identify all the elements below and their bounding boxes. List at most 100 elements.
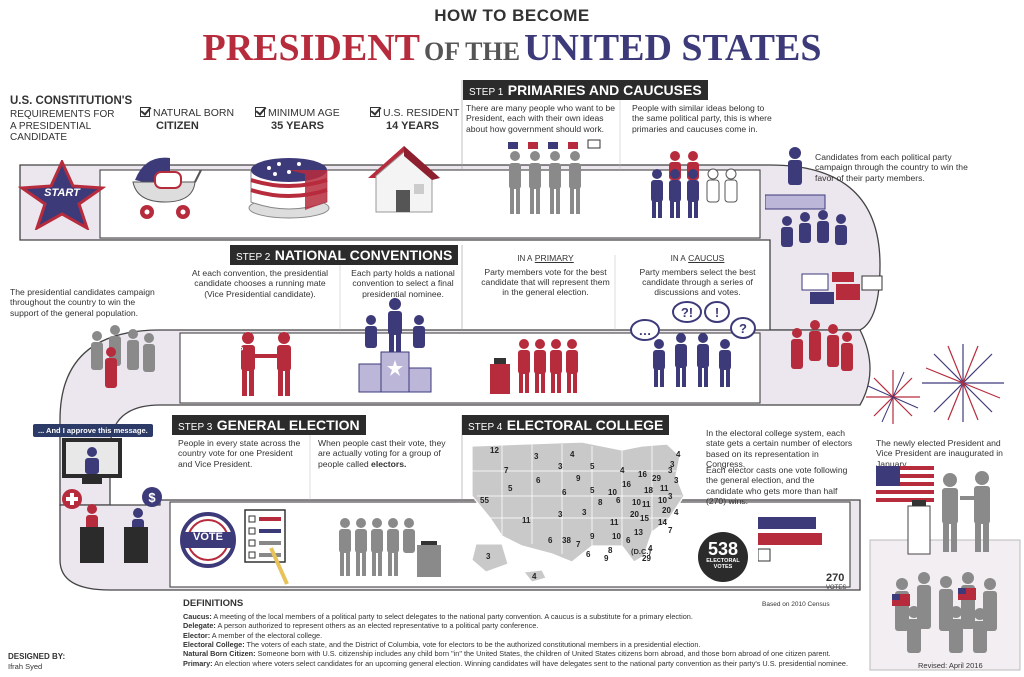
primary-voters-icon <box>490 339 578 394</box>
state-electoral-number: 4 <box>674 508 679 517</box>
step3-text-a: People in every state across the country… <box>178 438 301 469</box>
debate-icon: $ <box>62 487 162 563</box>
party-groups-icon <box>651 151 738 218</box>
state-electoral-number: 11 <box>660 484 669 493</box>
vote-button-label: VOTE <box>193 531 223 543</box>
threshold-label: VOTES <box>826 585 847 591</box>
state-electoral-number: 9 <box>576 474 581 483</box>
start-star-icon <box>18 160 106 230</box>
definitions-section: DEFINITIONS Caucus: A meeting of the loc… <box>183 598 903 668</box>
state-electoral-number: 3 <box>670 460 675 469</box>
state-electoral-number: 6 <box>562 488 567 497</box>
house-icon <box>368 146 440 213</box>
state-electoral-number: 38 <box>562 536 571 545</box>
state-electoral-number: 10 <box>632 498 641 507</box>
definition-item: Electoral College: The voters of each st… <box>183 639 701 649</box>
req-age: MINIMUM AGE 35 YEARS <box>255 106 340 132</box>
state-electoral-number: 3 <box>582 508 587 517</box>
title-top: HOW TO BECOME <box>434 6 590 25</box>
state-electoral-number: 20 <box>662 506 671 515</box>
definition-item: Caucus: A meeting of the local members o… <box>183 612 693 621</box>
state-electoral-number: 6 <box>536 476 541 485</box>
definition-item: Primary: An election where voters select… <box>183 658 848 668</box>
approve-speech-bubble: ... And I approve this message. <box>33 424 153 437</box>
step2-text-a: At each convention, the presidential can… <box>191 268 329 299</box>
state-electoral-number: 5 <box>508 484 513 493</box>
state-electoral-number: 16 <box>638 470 647 479</box>
state-electoral-number: 3 <box>558 510 563 519</box>
svg-text:$: $ <box>148 490 156 505</box>
tv-ad-icon <box>62 438 122 484</box>
ballot-icon <box>244 509 289 585</box>
state-electoral-number: 6 <box>626 536 631 545</box>
state-electoral-number: 3 <box>668 492 673 501</box>
primary-block: IN A PRIMARY Party members vote for the … <box>481 253 610 298</box>
inset-state-number: 3 <box>486 552 491 561</box>
state-electoral-number: 3 <box>668 466 673 475</box>
celebration-crowd-icon <box>892 572 997 653</box>
inauguration-text: The newly elected President and Vice Pre… <box>876 438 1003 469</box>
state-electoral-number: 13 <box>634 528 643 537</box>
req-resident: U.S. RESIDENT 14 YEARS <box>370 106 459 132</box>
state-number-labels: 12 7 3 4 55 5 6 11 3 9 5 6 5 10 3 3 4 16 6 8 10 20 11 18 11 15 13 6… <box>462 436 702 586</box>
state-electoral-number: 10 <box>658 496 667 505</box>
state-electoral-number: 7 <box>668 526 673 535</box>
start-label: START <box>44 187 80 199</box>
state-electoral-number: 11 <box>610 518 619 527</box>
state-electoral-number: 3 <box>674 476 679 485</box>
step2-text-b: Each party holds a national convention t… <box>351 268 455 299</box>
electoral-total-badge: 538 ELECTORAL VOTES <box>698 532 748 582</box>
revised-date: Revised: April 2016 <box>918 661 983 670</box>
state-electoral-number: 6 <box>586 550 591 559</box>
fireworks-small-icon <box>866 370 920 424</box>
definition-item: Elector: A member of the electoral colle… <box>183 630 323 640</box>
definitions-heading: DEFINITIONS <box>183 598 244 609</box>
requirements-sub: REQUIREMENTS FOR A PRESIDENTIAL CANDIDAT… <box>10 109 115 143</box>
state-electoral-number: 4 <box>570 450 575 459</box>
vote-bars-icon <box>758 517 822 562</box>
step1-text-c: Candidates from each political party cam… <box>815 152 968 183</box>
state-electoral-number: 6 <box>548 536 553 545</box>
inauguration-oath-icon <box>876 466 990 555</box>
state-electoral-number: 8 <box>598 498 603 507</box>
state-electoral-number: 5 <box>590 486 595 495</box>
nominee-podium-icon <box>358 298 432 393</box>
check-icon <box>370 107 380 117</box>
caucus-block: IN A CAUCUS Party members select the bes… <box>639 253 756 298</box>
campaign-rally-icon <box>765 147 847 247</box>
state-electoral-number: 4 <box>620 466 625 475</box>
state-electoral-number: 3 <box>534 452 539 461</box>
us-map-icon <box>471 441 685 583</box>
svg-text:!: ! <box>715 305 719 320</box>
state-electoral-number: 12 <box>490 446 499 455</box>
state-electoral-number: 7 <box>504 466 509 475</box>
state-electoral-number: 5 <box>590 462 595 471</box>
state-electoral-number: 18 <box>644 486 653 495</box>
dc-label: (D.C.) <box>631 547 651 556</box>
svg-text:…: … <box>639 323 652 338</box>
definition-item: Natural Born Citizen: Someone born with … <box>183 649 831 659</box>
step3-text-b: When people cast their vote, they are ac… <box>318 438 446 469</box>
state-electoral-number: 4 <box>648 544 653 553</box>
step4-text-a: In the electoral college system, each st… <box>706 428 853 469</box>
step4-header: STEP 4 ELECTORAL COLLEGE <box>462 415 670 435</box>
state-electoral-number: 9 <box>604 554 609 563</box>
fireworks-large-icon <box>922 344 1004 422</box>
state-electoral-number: 16 <box>622 480 631 489</box>
state-electoral-number: 10 <box>612 532 621 541</box>
state-electoral-number: 20 <box>630 510 639 519</box>
state-electoral-number: 4 <box>676 450 681 459</box>
state-electoral-number: 3 <box>558 462 563 471</box>
running-mate-icon <box>241 332 291 396</box>
campaign-text: The presidential candidates campaign thr… <box>10 287 155 318</box>
state-electoral-number: 55 <box>480 496 489 505</box>
baby-stroller-icon <box>132 157 202 219</box>
state-electoral-number: 10 <box>608 488 617 497</box>
state-electoral-number: 8 <box>608 546 613 555</box>
definition-item: Delegate: A person authorized to represe… <box>183 621 539 631</box>
title-united-states: UNITED STATES <box>524 27 822 69</box>
req-citizen: NATURAL BORN CITIZEN <box>140 106 234 132</box>
state-electoral-number: 29 <box>652 474 661 483</box>
state-electoral-number: 7 <box>576 540 581 549</box>
step2-header: STEP 2 NATIONAL CONVENTIONS <box>230 245 459 265</box>
